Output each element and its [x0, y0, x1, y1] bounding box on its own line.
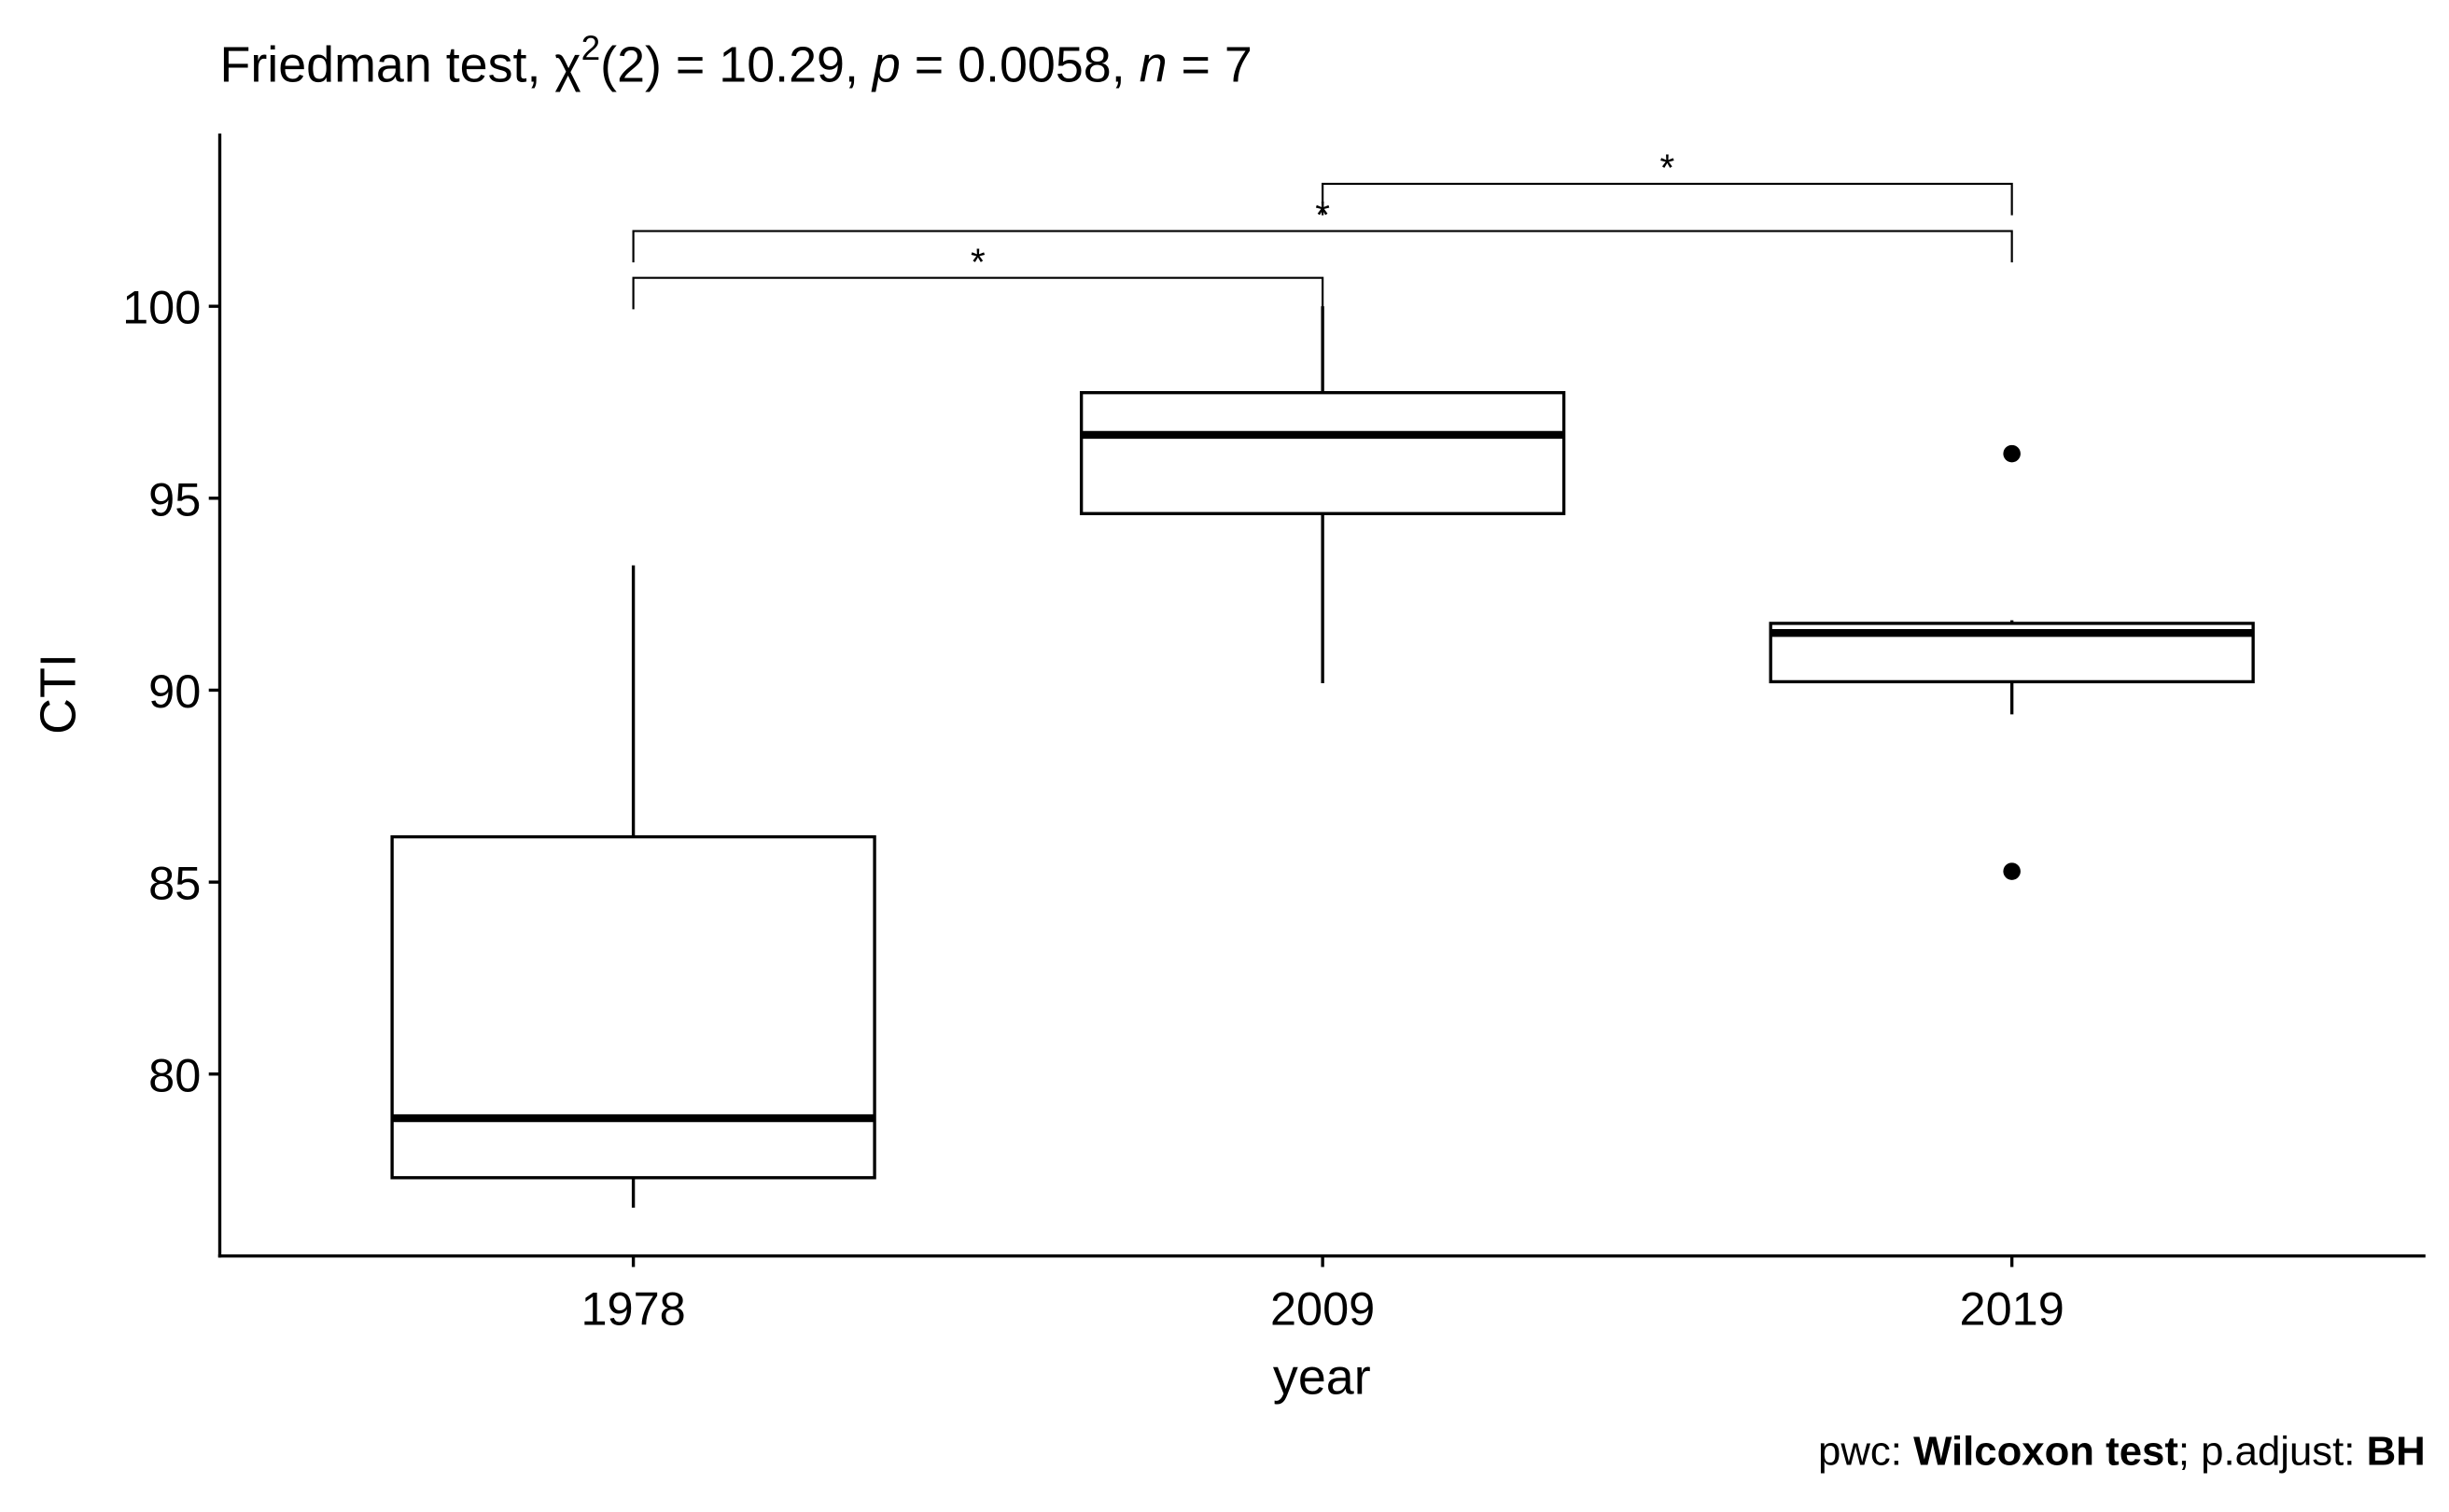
x-axis-label: year	[1273, 1350, 1371, 1406]
significance-label: *	[971, 240, 986, 283]
y-tick-label: 80	[148, 1048, 201, 1101]
x-tick-label: 2019	[1960, 1282, 2064, 1336]
outlier	[2003, 862, 2021, 880]
box	[390, 834, 876, 1180]
y-tick-label: 100	[122, 281, 201, 334]
outlier	[2003, 444, 2021, 463]
significance-bracket	[632, 276, 1324, 310]
significance-bracket	[1322, 182, 2013, 216]
significance-label: *	[1660, 147, 1675, 189]
title-part: n	[1140, 37, 1168, 93]
chart-title: Friedman test, χ2(2) = 10.29, p = 0.0058…	[219, 29, 1252, 93]
caption-part: BH	[2367, 1428, 2426, 1474]
caption: pwc: Wilcoxon test; p.adjust: BH	[1818, 1428, 2426, 1474]
title-part: χ	[554, 37, 581, 93]
title-part: = 7	[1168, 37, 1252, 93]
y-tick-label: 85	[148, 857, 201, 910]
y-tick-label: 90	[148, 665, 201, 718]
x-tick-label: 1978	[581, 1282, 685, 1336]
box	[1079, 391, 1566, 515]
y-tick-label: 95	[148, 472, 201, 525]
title-part: (2) = 10.29,	[600, 37, 873, 93]
title-part: 2	[581, 29, 601, 67]
caption-part: ; p.adjust:	[2178, 1428, 2367, 1474]
title-part: p	[871, 37, 901, 93]
caption-part: Wilcoxon test	[1913, 1428, 2178, 1474]
significance-bracket	[632, 230, 2013, 263]
caption-part: pwc:	[1818, 1428, 1913, 1474]
title-part: Friedman test,	[219, 37, 554, 93]
title-part: = 0.0058,	[901, 37, 1140, 93]
y-axis-label: CTI	[31, 653, 87, 735]
x-tick-label: 2009	[1270, 1282, 1375, 1336]
